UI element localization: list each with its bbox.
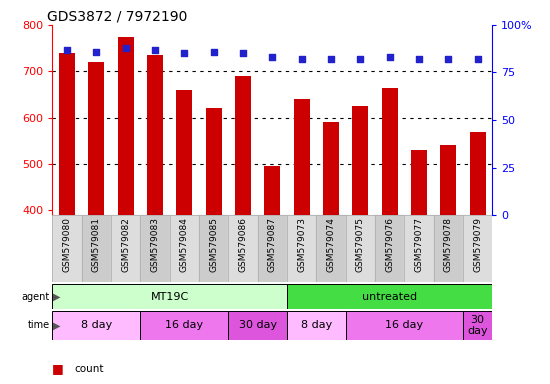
Text: ■: ■ — [52, 362, 64, 375]
Text: ▶: ▶ — [53, 320, 61, 331]
Text: 16 day: 16 day — [385, 320, 424, 331]
Bar — [88, 62, 104, 215]
Text: GSM579082: GSM579082 — [121, 217, 130, 272]
Point — [297, 56, 306, 62]
Bar — [404, 215, 433, 282]
Point — [327, 56, 336, 62]
Point — [239, 50, 248, 56]
Bar — [287, 215, 316, 282]
Bar — [316, 215, 345, 282]
Bar — [81, 215, 111, 282]
Bar — [147, 55, 163, 215]
Bar — [287, 311, 345, 340]
Bar — [264, 166, 280, 215]
Bar — [433, 215, 463, 282]
Bar — [52, 284, 287, 309]
Bar — [140, 311, 228, 340]
Bar — [440, 146, 456, 215]
Point — [92, 48, 101, 55]
Text: ▶: ▶ — [53, 291, 61, 302]
Text: GSM579080: GSM579080 — [62, 217, 72, 272]
Text: time: time — [28, 320, 50, 331]
Point — [268, 54, 277, 60]
Text: 16 day: 16 day — [165, 320, 204, 331]
Text: agent: agent — [21, 291, 50, 302]
Bar — [206, 108, 222, 215]
Text: count: count — [74, 364, 104, 374]
Bar — [111, 215, 140, 282]
Text: GSM579075: GSM579075 — [356, 217, 365, 272]
Point — [385, 54, 394, 60]
Bar — [169, 215, 199, 282]
Text: GDS3872 / 7972190: GDS3872 / 7972190 — [47, 10, 187, 23]
Bar — [470, 132, 486, 215]
Bar — [52, 215, 81, 282]
Text: GSM579085: GSM579085 — [209, 217, 218, 272]
Point — [473, 56, 482, 62]
Bar — [228, 215, 257, 282]
Bar — [352, 106, 368, 215]
Bar — [294, 99, 310, 215]
Text: GSM579076: GSM579076 — [385, 217, 394, 272]
Text: GSM579084: GSM579084 — [180, 217, 189, 272]
Bar — [140, 215, 169, 282]
Bar — [257, 215, 287, 282]
Bar — [176, 90, 192, 215]
Point — [151, 46, 160, 53]
Bar — [287, 284, 492, 309]
Bar — [52, 311, 140, 340]
Text: untreated: untreated — [362, 291, 417, 302]
Text: 30
day: 30 day — [468, 314, 488, 336]
Bar — [59, 53, 75, 215]
Text: GSM579083: GSM579083 — [150, 217, 159, 272]
Bar — [199, 215, 228, 282]
Text: GSM579081: GSM579081 — [92, 217, 101, 272]
Text: 30 day: 30 day — [239, 320, 277, 331]
Bar — [463, 215, 492, 282]
Bar — [375, 215, 404, 282]
Point — [444, 56, 453, 62]
Point — [356, 56, 365, 62]
Text: 8 day: 8 day — [301, 320, 332, 331]
Text: GSM579077: GSM579077 — [414, 217, 424, 272]
Text: GSM579079: GSM579079 — [473, 217, 482, 272]
Bar — [382, 88, 398, 215]
Bar — [118, 36, 134, 215]
Text: 8 day: 8 day — [81, 320, 112, 331]
Bar — [463, 311, 492, 340]
Point — [121, 45, 130, 51]
Text: GSM579073: GSM579073 — [297, 217, 306, 272]
Bar — [235, 76, 251, 215]
Bar — [345, 215, 375, 282]
Bar — [323, 122, 339, 215]
Point — [415, 56, 424, 62]
Bar — [228, 311, 287, 340]
Text: GSM579086: GSM579086 — [238, 217, 248, 272]
Text: MT19C: MT19C — [151, 291, 189, 302]
Bar — [345, 311, 463, 340]
Text: GSM579074: GSM579074 — [326, 217, 336, 272]
Bar — [411, 150, 427, 215]
Point — [209, 48, 218, 55]
Point — [63, 46, 72, 53]
Text: GSM579087: GSM579087 — [268, 217, 277, 272]
Text: GSM579078: GSM579078 — [444, 217, 453, 272]
Point — [180, 50, 189, 56]
